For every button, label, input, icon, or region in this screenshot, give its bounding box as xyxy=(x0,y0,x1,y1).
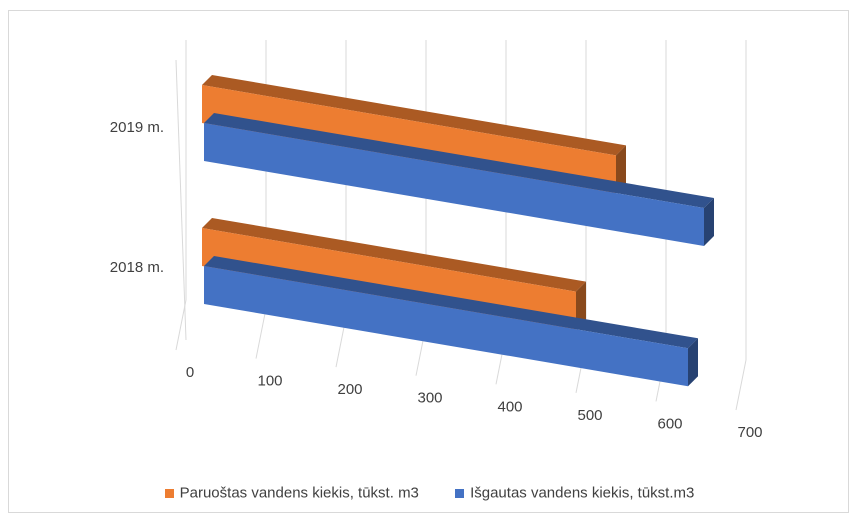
legend-item-prepared: Paruoštas vandens kiekis, tūkst. m3 xyxy=(164,484,419,502)
bar xyxy=(204,123,704,246)
bar-end xyxy=(616,145,626,194)
bar xyxy=(204,266,688,387)
legend-label-prepared: Paruoštas vandens kiekis, tūkst. m3 xyxy=(179,484,419,502)
legend-swatch-prepared xyxy=(164,488,174,498)
tick-label: 400 xyxy=(497,398,522,415)
tick-label: 500 xyxy=(577,407,602,424)
bar-top xyxy=(202,75,626,156)
legend-swatch-extracted xyxy=(455,488,465,498)
bar-end xyxy=(576,281,586,330)
tick-label: 600 xyxy=(657,415,682,432)
bar-end xyxy=(704,198,714,246)
axis-wall-edge xyxy=(175,59,187,341)
tick-label: 100 xyxy=(257,373,282,390)
gridline-floor xyxy=(175,299,187,351)
category-label: 2019 m. xyxy=(110,119,164,136)
bar-top xyxy=(204,256,698,349)
bar-top xyxy=(202,218,586,292)
chart-area xyxy=(8,10,849,513)
category-label: 2018 m. xyxy=(110,259,164,276)
bar-end xyxy=(688,338,698,387)
tick-label: 200 xyxy=(337,381,362,398)
tick-label: 700 xyxy=(737,424,762,441)
legend: Paruoštas vandens kiekis, tūkst. m3 Išga… xyxy=(0,484,859,502)
legend-item-extracted: Išgautas vandens kiekis, tūkst.m3 xyxy=(455,484,694,502)
gridline-floor xyxy=(255,308,267,359)
bar-top xyxy=(204,113,714,208)
tick-label: 300 xyxy=(417,390,442,407)
tick-label: 0 xyxy=(186,364,194,381)
gridline-floor xyxy=(735,359,747,411)
legend-label-extracted: Išgautas vandens kiekis, tūkst.m3 xyxy=(470,484,695,502)
